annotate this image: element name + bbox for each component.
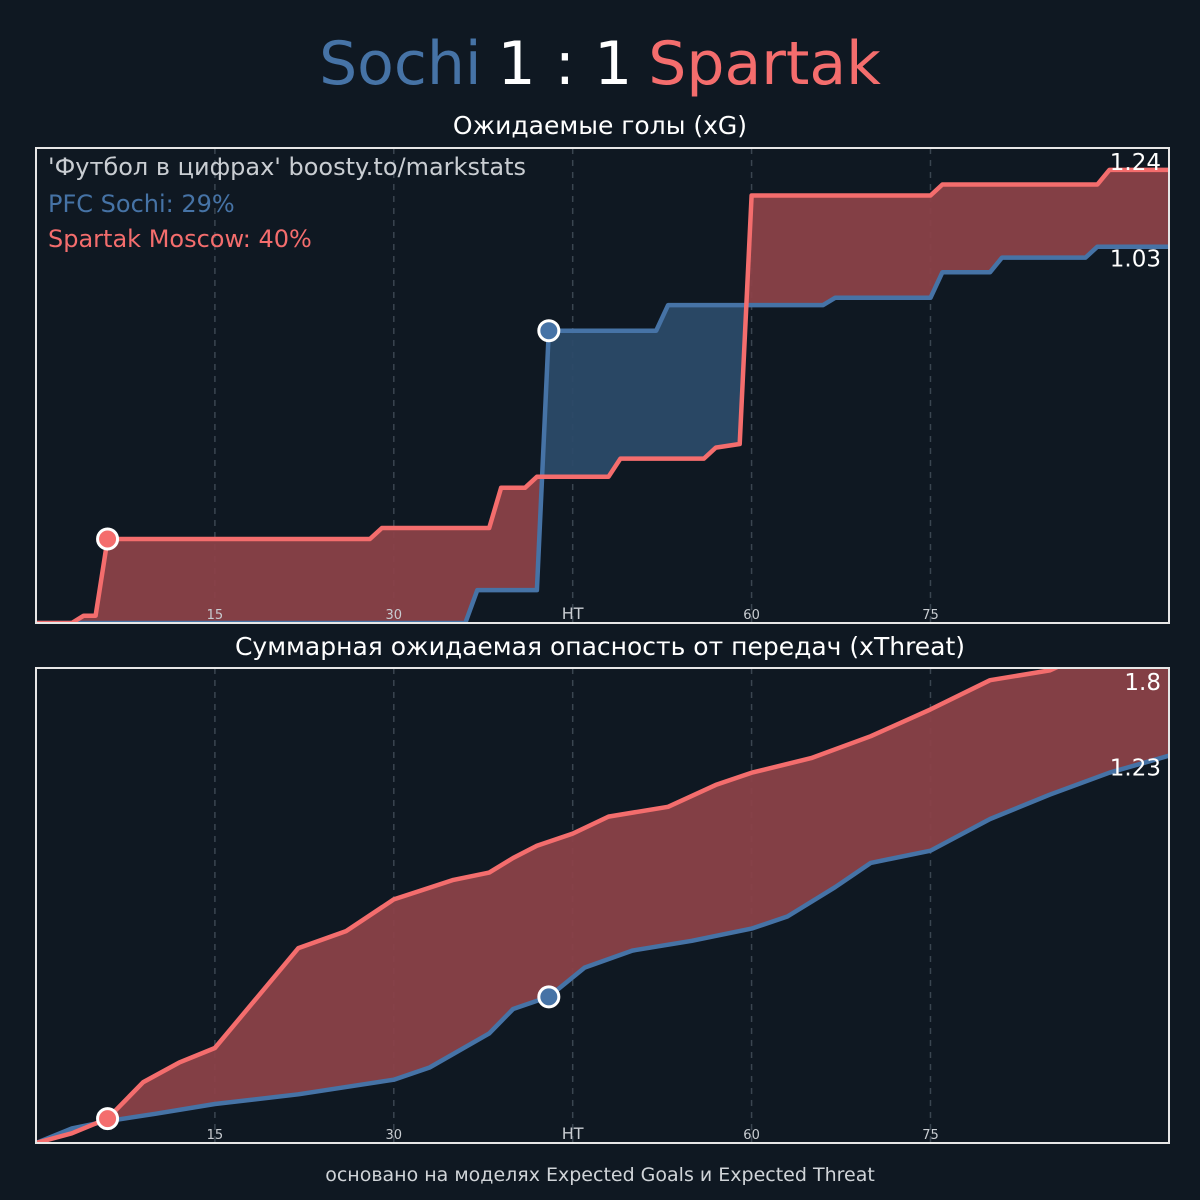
xthreat-chart-frame	[35, 667, 1170, 1144]
xthreat-chart-tick-label: 30	[386, 1128, 403, 1143]
match-score: 1 : 1	[497, 29, 633, 99]
xthreat-chart-tick-label: 15	[207, 1128, 224, 1143]
xg-chart: 15 30 HT 60 75 1.24 1.03	[35, 147, 1170, 624]
footer-note: основано на моделях Expected Goals и Exp…	[325, 1164, 875, 1186]
source-credit: 'Футбол в цифрах' boosty.to/markstats	[48, 153, 526, 181]
xg-chart-title: Ожидаемые голы (xG)	[452, 111, 748, 140]
xthreat-chart-end-value-home: 1.23	[1110, 756, 1161, 782]
xthreat-chart: 15 30 HT 60 75 1.8 1.23	[35, 667, 1170, 1144]
xg-chart-end-value-away: 1.24	[1110, 150, 1161, 176]
xthreat-chart-end-value-away: 1.8	[1124, 670, 1161, 696]
xthreat-chart-tick-label: 60	[743, 1128, 760, 1143]
xthreat-chart-advantage-area-away	[95, 668, 1169, 1124]
xg-chart-tick-label: 30	[386, 608, 403, 623]
xthreat-chart-goal-marker-away	[96, 1107, 120, 1131]
xg-chart-advantage-area-home	[542, 294, 747, 477]
xthreat-chart-plot-area	[36, 668, 1169, 1143]
xg-chart-plot-area	[36, 148, 1169, 623]
xg-chart-tick-label: 75	[922, 608, 939, 623]
xg-chart-goal-marker-home	[537, 319, 561, 343]
xthreat-chart-title: Суммарная ожидаемая опасность от передач…	[234, 632, 966, 661]
xthreat-chart-goal-marker-home	[537, 985, 561, 1009]
xthreat-chart-tick-label: HT	[562, 1124, 584, 1143]
xg-chart-advantage-area-away	[36, 473, 543, 623]
xg-chart-tick-label: 60	[743, 608, 760, 623]
home-win-probability: PFC Sochi: 29%	[48, 190, 235, 218]
xg-chart-line-away	[36, 167, 1169, 623]
xg-chart-tick-label: 15	[207, 608, 224, 623]
xg-chart-frame	[35, 147, 1170, 624]
home-team-name: Sochi	[319, 29, 482, 99]
away-win-probability: Spartak Moscow: 40%	[48, 225, 312, 253]
xg-chart-goal-marker-away	[96, 527, 120, 551]
xg-chart-line-home	[36, 244, 1169, 623]
xg-chart-advantage-area-away	[746, 169, 1169, 306]
scoreline: Sochi 1 : 1 Spartak	[0, 24, 1200, 104]
xg-chart-tick-label: HT	[562, 604, 584, 623]
away-team-name: Spartak	[648, 29, 881, 99]
xthreat-chart-tick-label: 75	[922, 1128, 939, 1143]
xg-chart-end-value-home: 1.03	[1110, 247, 1161, 273]
xthreat-chart-line-away	[36, 668, 1061, 1143]
xthreat-chart-line-home	[36, 753, 1169, 1143]
